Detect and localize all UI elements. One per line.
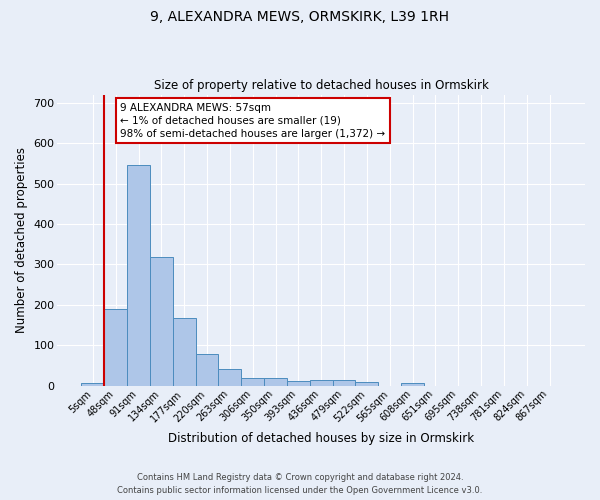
X-axis label: Distribution of detached houses by size in Ormskirk: Distribution of detached houses by size … [168,432,474,445]
Bar [150,257,173,386]
Title: Size of property relative to detached houses in Ormskirk: Size of property relative to detached ho… [154,79,488,92]
Bar [127,166,150,386]
Bar [104,309,127,386]
Bar [82,382,104,386]
Bar [218,369,241,386]
Bar [264,378,287,386]
Bar [332,380,355,386]
Bar [196,354,218,386]
Bar [310,380,332,386]
Y-axis label: Number of detached properties: Number of detached properties [15,147,28,333]
Text: 9, ALEXANDRA MEWS, ORMSKIRK, L39 1RH: 9, ALEXANDRA MEWS, ORMSKIRK, L39 1RH [151,10,449,24]
Bar [401,382,424,386]
Text: Contains HM Land Registry data © Crown copyright and database right 2024.
Contai: Contains HM Land Registry data © Crown c… [118,474,482,495]
Bar [287,381,310,386]
Bar [355,382,379,386]
Text: 9 ALEXANDRA MEWS: 57sqm
← 1% of detached houses are smaller (19)
98% of semi-det: 9 ALEXANDRA MEWS: 57sqm ← 1% of detached… [120,102,385,139]
Bar [241,378,264,386]
Bar [173,318,196,386]
